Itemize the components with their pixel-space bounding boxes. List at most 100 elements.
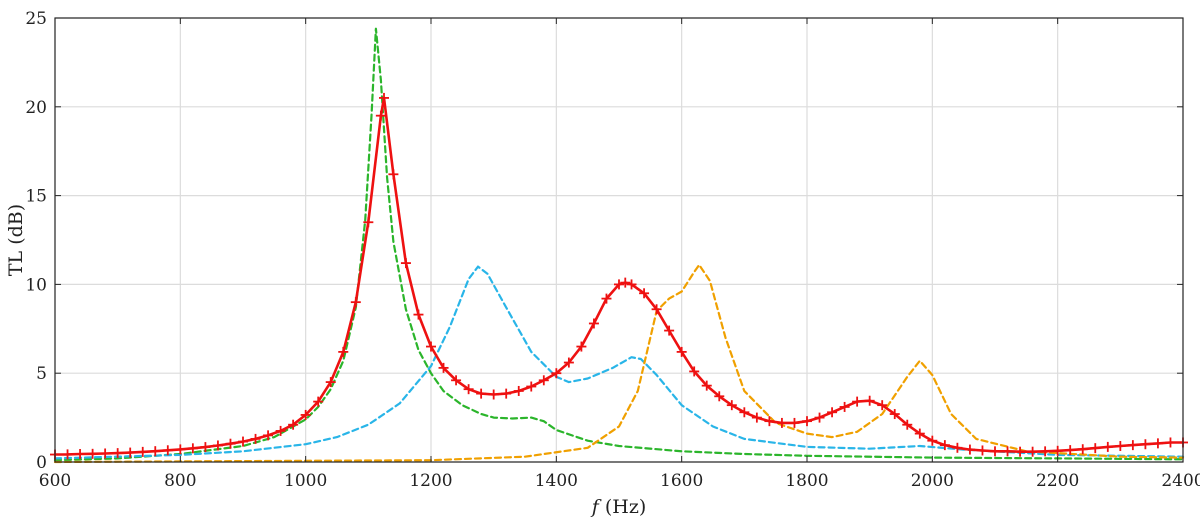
series-marker (764, 416, 775, 427)
x-axis-label-variable: f (590, 496, 602, 518)
axes-frame (54, 17, 1184, 463)
series-marker (726, 400, 737, 411)
grid (54, 17, 1184, 463)
series-line-0 (53, 27, 1185, 462)
series-marker (400, 258, 411, 269)
series-marker (313, 396, 324, 407)
series-marker (601, 293, 612, 304)
x-axis-label: f (Hz) (590, 496, 647, 518)
series-marker (363, 217, 374, 228)
y-tick-label: 0 (36, 453, 47, 473)
series-marker (739, 407, 750, 418)
series-marker (964, 444, 975, 455)
series-marker (263, 430, 274, 441)
series-marker (388, 169, 399, 180)
series-marker (325, 377, 336, 388)
series-marker (1027, 446, 1038, 457)
series-marker (212, 440, 223, 451)
series-line-2 (53, 263, 1185, 464)
series-marker (1040, 446, 1051, 457)
series-marker (1115, 441, 1126, 452)
series-marker (864, 395, 875, 406)
y-tick-label: 20 (25, 98, 47, 118)
series-marker (200, 442, 211, 453)
x-tick-label: 1800 (785, 471, 828, 491)
series-marker (501, 388, 512, 399)
series-marker (990, 446, 1000, 457)
series-marker (651, 304, 662, 315)
x-tick-label: 2400 (1161, 471, 1200, 491)
series-line-1 (53, 265, 1185, 460)
series-marker (1077, 444, 1088, 455)
series-marker (75, 449, 86, 460)
tick-layer: 600 800 1000 1200 1400 1600 1800 2000 2200 2400 0 5… (25, 9, 1200, 491)
series-marker (614, 279, 624, 290)
series-marker (187, 443, 198, 454)
y-axis-label: TL (dB) (5, 204, 27, 276)
series-marker (463, 384, 474, 395)
series-marker (413, 309, 424, 320)
x-tick-label: 1600 (660, 471, 703, 491)
series-marker (676, 346, 687, 357)
series-marker (751, 412, 762, 423)
y-tick-label: 5 (36, 364, 47, 384)
series-marker (620, 277, 631, 288)
x-tick-label: 1400 (535, 471, 578, 491)
series-marker (563, 357, 574, 368)
series-marker (626, 279, 637, 290)
series-marker (87, 448, 98, 459)
series-marker (150, 446, 161, 457)
series-marker (877, 400, 888, 411)
y-tick-label: 10 (25, 275, 47, 295)
series-marker (62, 449, 73, 460)
series-marker (238, 436, 248, 447)
series-marker (1102, 441, 1113, 452)
series-marker (789, 417, 800, 428)
series-marker (1090, 443, 1101, 454)
series-line-3 (53, 96, 1185, 456)
series-marker (814, 412, 825, 423)
series-marker (250, 433, 261, 444)
x-tick-label: 600 (39, 471, 71, 491)
series-marker (538, 375, 549, 386)
series-marker (588, 318, 599, 329)
series-marker (1052, 445, 1063, 456)
series-marker (488, 389, 499, 400)
series-marker (175, 444, 186, 455)
series-marker (513, 385, 524, 396)
series-marker (1152, 438, 1163, 449)
x-axis-label-unit: (Hz) (599, 496, 646, 518)
series-marker (225, 438, 236, 449)
x-tick-label: 2200 (1036, 471, 1079, 491)
series-marker (827, 407, 838, 418)
series-marker (100, 448, 111, 459)
series-marker (1002, 446, 1013, 457)
series-marker (275, 425, 286, 436)
x-tick-label: 1000 (284, 471, 327, 491)
series-marker (288, 419, 299, 430)
series-marker (1015, 446, 1026, 457)
series-marker (639, 288, 650, 299)
x-tick-label: 1200 (409, 471, 452, 491)
series-marker (802, 416, 812, 427)
series-layer (50, 27, 1188, 464)
series-marker (1127, 440, 1138, 451)
series-marker (852, 396, 863, 407)
series-marker (526, 381, 537, 392)
series-marker (451, 375, 462, 386)
series-marker (939, 440, 950, 451)
series-marker (137, 446, 148, 457)
series-marker (701, 380, 712, 391)
series-marker (776, 417, 787, 428)
series-marker (426, 341, 436, 352)
series-marker (977, 445, 988, 456)
series-marker (300, 409, 311, 420)
series-marker (902, 419, 913, 430)
series-marker (476, 388, 487, 399)
series-marker (1065, 445, 1076, 456)
series-marker (350, 297, 361, 308)
series-marker (952, 442, 963, 453)
y-tick-label: 15 (25, 187, 47, 207)
